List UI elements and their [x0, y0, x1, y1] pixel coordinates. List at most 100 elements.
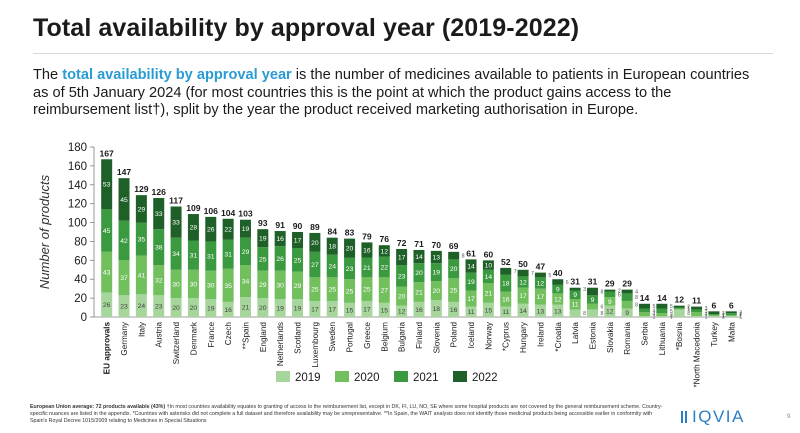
bar-segment-2019	[482, 302, 494, 317]
bar-segment-2022	[361, 242, 373, 258]
intro-highlight: total availability by approval year	[62, 67, 292, 83]
bar-segment-2022	[673, 305, 685, 308]
y-tick-label: 140	[68, 180, 87, 192]
bar-segment-2020	[621, 300, 633, 309]
bar-segment-2020	[135, 255, 147, 295]
category-label: Italy	[137, 321, 146, 337]
segment-value-label: 1	[739, 314, 742, 320]
segment-value-label: 12	[537, 280, 545, 287]
segment-value-label: 29	[242, 249, 250, 256]
bar-segment-2019	[639, 316, 651, 317]
bar-segment-2020	[586, 303, 598, 310]
segment-value-label: 18	[328, 244, 336, 251]
bar-segment-2021	[396, 265, 408, 287]
bar-segment-2021	[656, 308, 668, 314]
y-tick-label: 180	[68, 142, 87, 154]
segment-value-label: 41	[138, 272, 146, 279]
bar-segment-2019	[170, 298, 182, 317]
segment-value-label: 21	[363, 265, 371, 272]
category-label: *Croatia	[554, 322, 563, 352]
segment-value-label: 15	[485, 307, 493, 314]
segment-value-label: 1	[653, 315, 656, 321]
segment-value-label: 17	[467, 296, 475, 303]
bar-segment-2019	[378, 302, 390, 317]
bar-segment-2021	[118, 220, 130, 261]
segment-value-label: 1	[722, 313, 725, 319]
bar-segment-2020	[708, 315, 720, 317]
segment-value-label: 25	[346, 288, 354, 295]
bar-segment-2022	[118, 178, 130, 221]
bar-segment-2019	[257, 298, 269, 317]
segment-value-label: 45	[103, 228, 111, 235]
segment-value-label: 2	[618, 289, 621, 295]
segment-value-label: 15	[346, 307, 354, 314]
bar-segment-2022	[448, 251, 460, 260]
segment-value-label: 30	[190, 281, 198, 288]
category-label: England	[259, 322, 268, 352]
segment-value-label: 17	[519, 293, 527, 300]
segment-value-label: 37	[120, 275, 128, 282]
bar-segment-2022	[222, 218, 234, 240]
bar-total-label: 84	[327, 227, 337, 237]
bar-segment-2020	[482, 283, 494, 303]
category-label: Netherlands	[276, 322, 285, 366]
segment-value-label: 30	[172, 281, 180, 288]
bar-segment-2021	[673, 307, 685, 309]
bar-segment-2020	[448, 278, 460, 302]
legend-swatch-2021	[394, 371, 408, 382]
bar-segment-2022	[552, 279, 564, 285]
bar-total-label: 79	[362, 231, 372, 241]
bar-segment-2022	[326, 237, 338, 255]
segment-value-label: 23	[398, 273, 406, 280]
bar-segment-2021	[569, 290, 581, 300]
bar-total-label: 71	[414, 239, 424, 249]
bar-segment-2021	[135, 222, 147, 256]
segment-value-label: 1	[687, 307, 690, 313]
segment-value-label: 25	[328, 287, 336, 294]
bar-total-label: 91	[275, 220, 285, 230]
bar-segment-2021	[239, 237, 251, 266]
bar-segment-2019	[448, 301, 460, 317]
bar-segment-2020	[257, 270, 269, 299]
segment-value-label: 20	[172, 305, 180, 312]
bar-segment-2021	[378, 256, 390, 278]
segment-value-label: 53	[103, 182, 111, 189]
bar-segment-2021	[448, 259, 460, 279]
bar-total-label: 40	[553, 268, 563, 278]
bar-total-label: 11	[692, 296, 701, 306]
bar-segment-2022	[274, 231, 286, 247]
segment-value-label: 31	[224, 252, 232, 259]
segment-value-label: 38	[155, 245, 163, 252]
category-label: Poland	[450, 322, 459, 348]
category-label: **Spain	[241, 322, 250, 350]
bar-segment-2020	[725, 315, 737, 317]
y-tick-label: 80	[74, 236, 87, 248]
bar-segment-2022	[500, 267, 512, 275]
y-axis-label: Number of products	[37, 174, 52, 289]
intro-text-start: The	[33, 67, 63, 83]
segment-value-label: 31	[207, 253, 215, 260]
bar-segment-2022	[517, 269, 529, 277]
segment-value-label: 31	[190, 253, 198, 260]
bar-segment-2022	[604, 289, 616, 292]
segment-value-label: 25	[363, 287, 371, 294]
segment-value-label: 3	[722, 311, 725, 317]
segment-value-label: 29	[138, 206, 146, 213]
category-label: Czech	[224, 322, 233, 346]
segment-value-label: 2	[739, 310, 742, 316]
bar-segment-2019	[326, 300, 338, 317]
category-label: Belgium	[380, 322, 389, 352]
segment-value-label: 35	[224, 283, 232, 290]
iqvia-logo-icon	[681, 411, 687, 423]
segment-value-label: 17	[398, 254, 406, 261]
bar-segment-2019	[656, 316, 668, 317]
category-label: Luxembourg	[311, 322, 320, 368]
segment-value-label: 17	[294, 237, 302, 244]
segment-value-label: 20	[190, 305, 198, 312]
bar-segment-2020	[691, 312, 703, 317]
bar-segment-2021	[517, 276, 529, 288]
bar-segment-2022	[691, 306, 703, 310]
bar-segment-2020	[656, 313, 668, 317]
bar-segment-2022	[482, 260, 494, 270]
